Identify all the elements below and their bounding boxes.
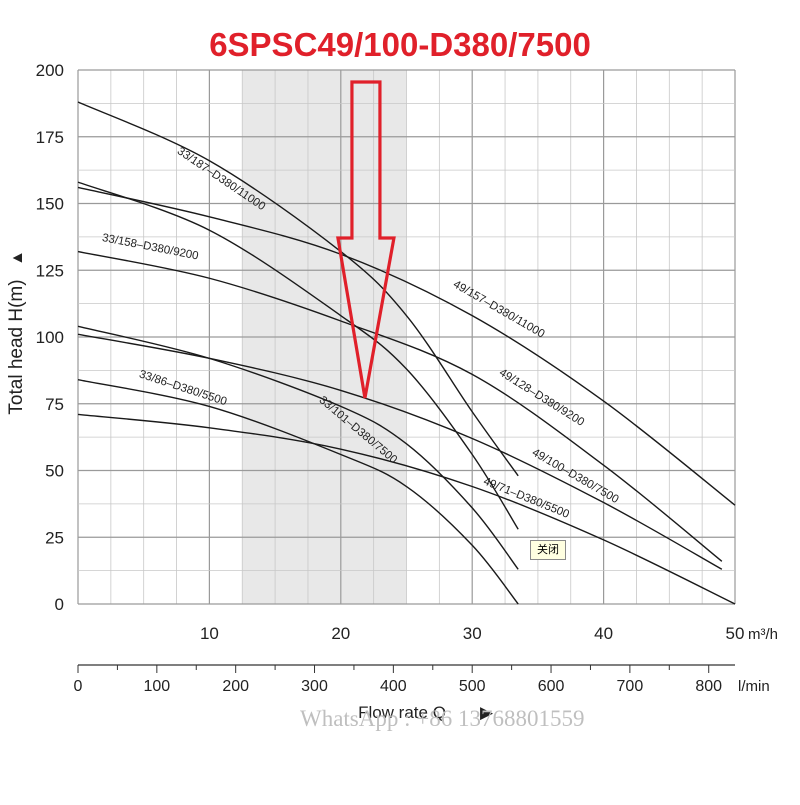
y-tick-label: 25 bbox=[45, 528, 64, 547]
x-tick-label: 20 bbox=[331, 624, 350, 643]
x2-tick-label: 0 bbox=[74, 678, 83, 695]
x2-tick-label: 700 bbox=[617, 678, 644, 695]
curve-33-86-d380-5500 bbox=[77, 379, 519, 605]
x-tick-label: 10 bbox=[200, 624, 219, 643]
red-arrow-layer bbox=[336, 80, 396, 399]
red-down-arrow bbox=[336, 80, 396, 399]
y-tick-label: 75 bbox=[45, 395, 64, 414]
curve-label: 49/100–D380/7500 bbox=[530, 447, 621, 506]
x-tick-label: 50 bbox=[726, 624, 745, 643]
y-tick-label: 50 bbox=[45, 462, 64, 481]
curve-label: 33/86–D380/5500 bbox=[138, 368, 229, 408]
curve-label: 49/71–D380/5500 bbox=[482, 476, 571, 521]
close-button[interactable]: 关闭 bbox=[530, 540, 566, 560]
y-tick-label: 0 bbox=[55, 595, 64, 614]
curve-49-100-d380-7500 bbox=[77, 333, 723, 570]
curve-33-101-d380-7500 bbox=[77, 325, 519, 570]
curve-49-71-d380-5500 bbox=[77, 413, 736, 605]
curve-49-157-d380-11000 bbox=[77, 186, 736, 506]
y-axis-arrow: ▲ bbox=[9, 250, 26, 266]
x-tick-label: 30 bbox=[463, 624, 482, 643]
x2-tick-label: 800 bbox=[695, 678, 722, 695]
y-tick-label: 125 bbox=[36, 261, 64, 280]
curve-layer bbox=[77, 101, 736, 605]
curve-33-187-d380-11000 bbox=[77, 101, 519, 477]
x2-unit-label: l/min bbox=[738, 678, 770, 695]
x2-tick-label: 500 bbox=[459, 678, 486, 695]
x2-tick-label: 100 bbox=[143, 678, 170, 695]
x2-tick-label: 300 bbox=[301, 678, 328, 695]
x-tick-label: 40 bbox=[594, 624, 613, 643]
y-tick-label: 200 bbox=[36, 61, 64, 80]
x2-tick-label: 200 bbox=[222, 678, 249, 695]
y-tick-label: 175 bbox=[36, 128, 64, 147]
y-tick-label: 100 bbox=[36, 328, 64, 347]
x2-tick-label: 600 bbox=[538, 678, 565, 695]
x-axis-label: Flow rate Q bbox=[358, 703, 446, 722]
x-unit-label: m³/h bbox=[748, 626, 778, 643]
watermark-text: WhatsApp : +86 13768801559 bbox=[300, 706, 585, 731]
curve-49-128-d380-9200 bbox=[77, 250, 723, 562]
y-tick-label: 150 bbox=[36, 195, 64, 214]
x-axis-arrow: ▶ bbox=[480, 703, 494, 722]
grid-layer bbox=[77, 69, 736, 605]
curve-33-158-d380-9200 bbox=[77, 181, 519, 530]
page-title: 6SPSC49/100-D380/7500 bbox=[209, 26, 591, 63]
y-axis-label: Total head H(m) bbox=[6, 279, 27, 414]
x2-tick-label: 400 bbox=[380, 678, 407, 695]
